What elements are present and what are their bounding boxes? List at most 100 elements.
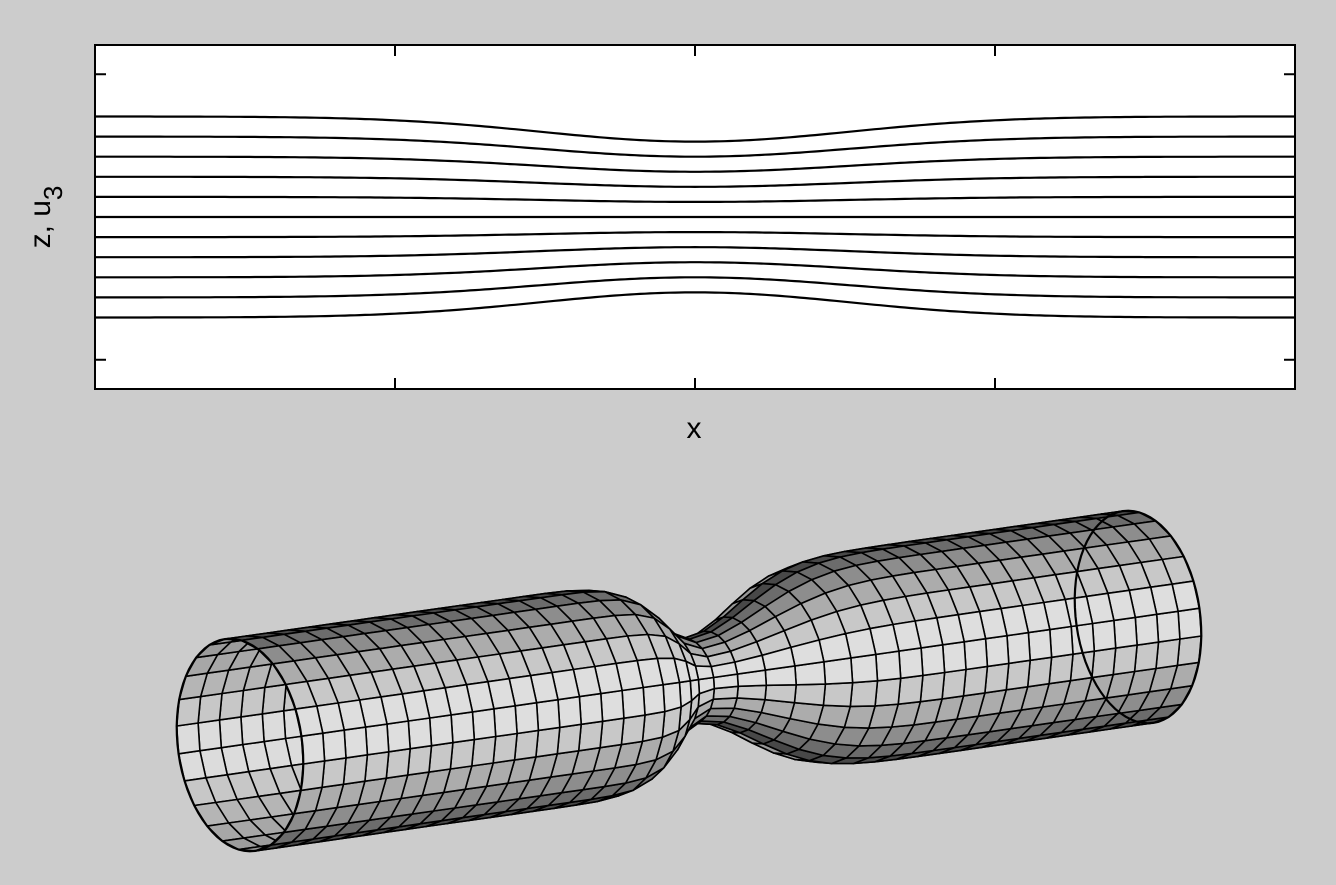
streamline-2 bbox=[95, 135, 1295, 158]
streamlines bbox=[95, 115, 1295, 319]
mesh-face bbox=[471, 735, 497, 767]
streamline-plot bbox=[94, 44, 1296, 390]
mesh-face bbox=[941, 668, 967, 700]
mesh-face bbox=[599, 717, 625, 749]
mesh-face bbox=[875, 650, 902, 682]
mesh-face bbox=[492, 732, 518, 764]
mesh-face bbox=[514, 701, 540, 735]
mesh-face bbox=[1026, 656, 1053, 688]
streamline-4 bbox=[95, 175, 1295, 189]
mesh-face bbox=[449, 738, 476, 770]
x-axis-label: x bbox=[687, 412, 702, 445]
mesh-face bbox=[1155, 610, 1181, 643]
mesh-face bbox=[1113, 616, 1138, 649]
streamline-3 bbox=[95, 155, 1295, 173]
mesh-face bbox=[428, 714, 454, 747]
mesh-face bbox=[321, 757, 347, 789]
mesh-face bbox=[364, 751, 390, 782]
streamline-9 bbox=[95, 261, 1295, 279]
mesh-face bbox=[1091, 647, 1117, 679]
mesh-face bbox=[385, 747, 411, 779]
mesh-face bbox=[175, 695, 202, 727]
mesh-face bbox=[1005, 659, 1031, 691]
mesh-face bbox=[1048, 653, 1074, 685]
mesh-face bbox=[240, 686, 266, 718]
mesh-face bbox=[450, 711, 476, 744]
mesh-face bbox=[919, 671, 946, 703]
mesh-face bbox=[1177, 607, 1203, 640]
mesh-face bbox=[322, 729, 347, 762]
mesh-face bbox=[407, 717, 433, 750]
mesh-face bbox=[641, 710, 666, 743]
mesh-face bbox=[386, 720, 411, 753]
mesh-face bbox=[493, 705, 518, 738]
svg-text:z, u3: z, u3 bbox=[24, 186, 68, 249]
mesh-face bbox=[513, 729, 540, 761]
mesh-face bbox=[1091, 619, 1117, 652]
mesh-face bbox=[240, 713, 265, 746]
mesh-face bbox=[218, 716, 244, 749]
mesh-face bbox=[941, 641, 967, 674]
mesh-face bbox=[300, 732, 326, 765]
mesh-face bbox=[793, 683, 827, 707]
mesh-face bbox=[218, 689, 245, 721]
y-axis-label-main: z, u bbox=[24, 200, 57, 248]
mesh-face bbox=[471, 708, 497, 741]
mesh-face bbox=[364, 723, 390, 756]
mesh-face bbox=[342, 754, 369, 786]
y-axis-label: z, u3 bbox=[24, 186, 68, 249]
mesh-face bbox=[1049, 625, 1074, 659]
streamline-5 bbox=[95, 195, 1295, 203]
mesh-face bbox=[963, 637, 989, 671]
mesh-face bbox=[662, 681, 682, 713]
streamline-10 bbox=[95, 276, 1295, 299]
mesh-face bbox=[556, 723, 582, 755]
mesh-face bbox=[428, 741, 454, 773]
mesh-face bbox=[1155, 638, 1181, 670]
mesh-face bbox=[406, 744, 433, 776]
mesh-face bbox=[736, 684, 768, 701]
mesh-face bbox=[920, 644, 946, 677]
mesh-face bbox=[197, 692, 223, 724]
mesh-face bbox=[578, 692, 604, 726]
mesh-face bbox=[822, 681, 854, 708]
y-axis-label-subscript: 3 bbox=[38, 186, 68, 200]
mesh-face bbox=[197, 719, 223, 752]
streamline-1 bbox=[95, 115, 1295, 143]
mesh-face bbox=[300, 760, 326, 792]
streamline-11 bbox=[95, 291, 1295, 319]
mesh-face bbox=[535, 698, 561, 732]
mesh-face bbox=[261, 710, 287, 743]
mesh-face bbox=[849, 680, 879, 708]
mesh-face bbox=[577, 720, 604, 752]
pipe-surface-3d bbox=[175, 509, 1203, 853]
mesh-face bbox=[1176, 635, 1203, 667]
mesh-face bbox=[764, 684, 797, 704]
mesh-face bbox=[620, 714, 646, 746]
streamline-8 bbox=[95, 245, 1295, 259]
left-end-rim bbox=[175, 637, 305, 853]
mesh-face bbox=[984, 634, 1010, 668]
mesh-face bbox=[1112, 644, 1138, 676]
mesh-face bbox=[1133, 641, 1160, 673]
axis-ticks bbox=[95, 45, 1295, 389]
mesh-face bbox=[535, 726, 561, 758]
mesh-face bbox=[1027, 628, 1053, 662]
streamline-7 bbox=[95, 231, 1295, 239]
mesh-face bbox=[984, 662, 1010, 694]
mesh-face bbox=[343, 726, 369, 759]
right-end-rim bbox=[1073, 509, 1203, 725]
mesh-face bbox=[898, 647, 924, 680]
mesh-face bbox=[175, 722, 201, 755]
mesh-face bbox=[557, 695, 582, 729]
mesh-face bbox=[600, 689, 625, 723]
mesh-face bbox=[897, 674, 924, 705]
mesh-face bbox=[1006, 631, 1031, 665]
mesh-face bbox=[621, 686, 646, 719]
mesh-face bbox=[1134, 613, 1160, 646]
mesh-face bbox=[874, 677, 902, 707]
mesh-face bbox=[261, 683, 287, 715]
mesh-face bbox=[962, 665, 989, 697]
mesh-face bbox=[642, 683, 666, 716]
mesh-face bbox=[850, 653, 879, 684]
